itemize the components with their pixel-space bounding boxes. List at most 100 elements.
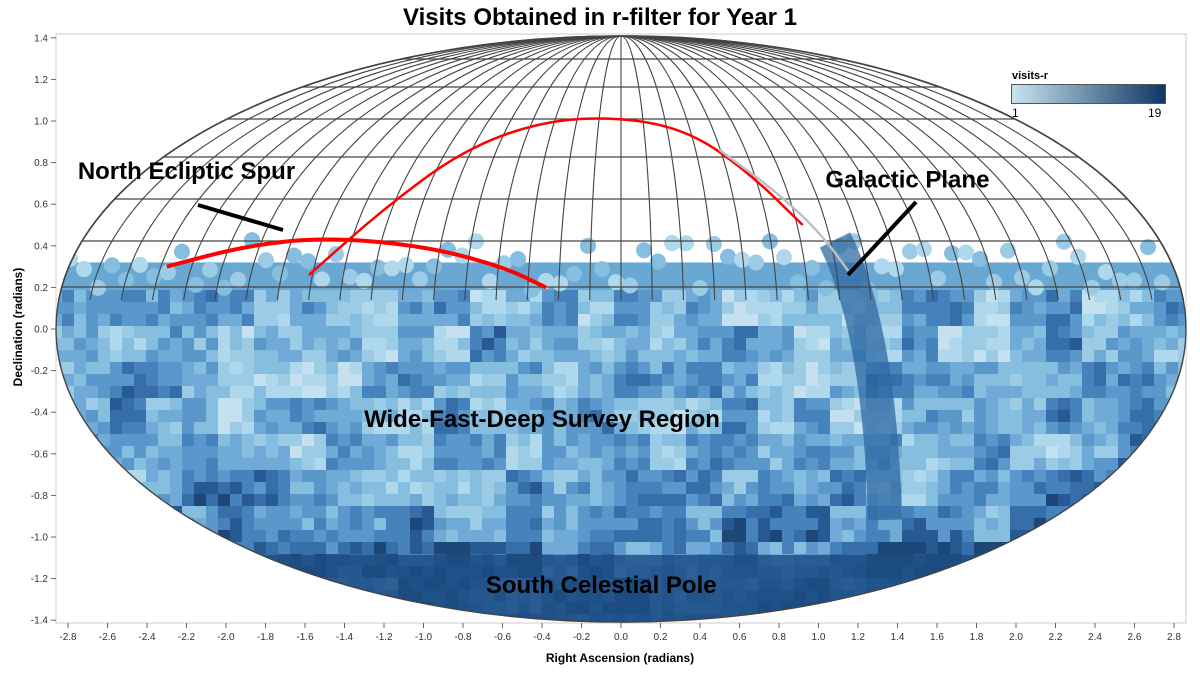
heatmap-cell	[62, 542, 75, 555]
heatmap-cell	[926, 590, 939, 603]
heatmap-cell	[1022, 338, 1035, 351]
heatmap-cell	[230, 338, 243, 351]
heatmap-cell	[110, 302, 123, 315]
heatmap-cell	[998, 302, 1011, 315]
heatmap-cell	[830, 518, 843, 531]
heatmap-cell	[614, 542, 627, 555]
heatmap-cell	[494, 422, 507, 435]
heatmap-cell	[218, 338, 231, 351]
heatmap-cell	[950, 518, 963, 531]
heatmap-cell	[182, 374, 195, 387]
heatmap-cell	[446, 398, 459, 411]
heatmap-cell	[1070, 578, 1083, 591]
heatmap-cell	[458, 506, 471, 519]
heatmap-cell	[1094, 530, 1107, 543]
heatmap-cell	[602, 518, 615, 531]
heatmap-cell	[1130, 482, 1143, 495]
heatmap-cell	[170, 398, 183, 411]
heatmap-cell	[818, 458, 831, 471]
heatmap-cell	[1118, 602, 1131, 615]
heatmap-cell	[302, 506, 315, 519]
heatmap-cell	[338, 542, 351, 555]
heatmap-cell	[566, 302, 579, 315]
heatmap-cell	[986, 290, 999, 303]
heatmap-cell	[1142, 626, 1155, 639]
heatmap-cell	[494, 494, 507, 507]
heatmap-cell	[626, 386, 639, 399]
x-tick-label: 0.4	[693, 632, 707, 643]
heatmap-cell	[1082, 410, 1095, 423]
heatmap-cell	[242, 290, 255, 303]
heatmap-cell	[314, 410, 327, 423]
heatmap-cell	[326, 542, 339, 555]
heatmap-cell	[530, 362, 543, 375]
heatmap-cell	[554, 458, 567, 471]
heatmap-cell	[362, 350, 375, 363]
heatmap-cell	[98, 410, 111, 423]
heatmap-cell	[638, 362, 651, 375]
heatmap-cell	[62, 446, 75, 459]
heatmap-cell	[998, 530, 1011, 543]
heatmap-cell	[674, 458, 687, 471]
heatmap-cell	[962, 422, 975, 435]
heatmap-cell	[554, 350, 567, 363]
heatmap-cell	[278, 530, 291, 543]
heatmap-cell	[242, 566, 255, 579]
series-line-2	[308, 117, 804, 276]
heatmap-cell	[362, 374, 375, 387]
heatmap-cell	[806, 458, 819, 471]
heatmap-cell	[494, 446, 507, 459]
heatmap-cell	[986, 314, 999, 327]
heatmap-cell	[674, 326, 687, 339]
heatmap-cell	[1058, 326, 1071, 339]
heatmap-cell	[258, 252, 274, 269]
heatmap-cell	[290, 422, 303, 435]
heatmap-cell	[530, 494, 543, 507]
heatmap-cell	[1178, 374, 1186, 387]
heatmap-cell	[374, 542, 387, 555]
heatmap-cell	[770, 422, 783, 435]
x-tick-label: -2.0	[217, 632, 235, 643]
heatmap-cell	[350, 362, 363, 375]
heatmap-cell	[170, 422, 183, 435]
heatmap-cell	[110, 410, 123, 423]
heatmap-cell	[914, 470, 927, 483]
heatmap-cell	[566, 482, 579, 495]
heatmap-cell	[374, 602, 387, 615]
heatmap-cell	[998, 290, 1011, 303]
heatmap-cell	[518, 530, 531, 543]
heatmap-cell	[188, 276, 204, 293]
heatmap-cell	[242, 326, 255, 339]
heatmap-cell	[614, 446, 627, 459]
heatmap-cell	[386, 338, 399, 351]
heatmap-cell	[434, 542, 447, 555]
heatmap-cell	[386, 542, 399, 555]
heatmap-cell	[806, 518, 819, 531]
heatmap-cell	[1142, 590, 1155, 603]
heatmap-cell	[506, 506, 519, 519]
heatmap-cell	[710, 458, 723, 471]
heatmap-cell	[962, 434, 975, 447]
heatmap-cell	[146, 518, 159, 531]
heatmap-cell	[302, 314, 315, 327]
heatmap-cell	[748, 254, 764, 271]
heatmap-cell	[518, 422, 531, 435]
heatmap-cell	[734, 350, 747, 363]
heatmap-cell	[302, 494, 315, 507]
heatmap-cell	[134, 602, 147, 615]
heatmap-cell	[1022, 410, 1035, 423]
heatmap-cell	[686, 374, 699, 387]
heatmap-cell	[662, 350, 675, 363]
heatmap-cell	[1118, 482, 1131, 495]
heatmap-cell	[608, 274, 624, 291]
heatmap-cell	[578, 506, 591, 519]
heatmap-cell	[770, 446, 783, 459]
heatmap-cell	[974, 602, 987, 615]
heatmap-cell	[182, 614, 195, 622]
heatmap-cell	[1082, 374, 1095, 387]
heatmap-cell	[1070, 410, 1083, 423]
heatmap-cell	[338, 506, 351, 519]
heatmap-cell	[974, 614, 987, 622]
heatmap-cell	[470, 494, 483, 507]
heatmap-cell	[518, 482, 531, 495]
